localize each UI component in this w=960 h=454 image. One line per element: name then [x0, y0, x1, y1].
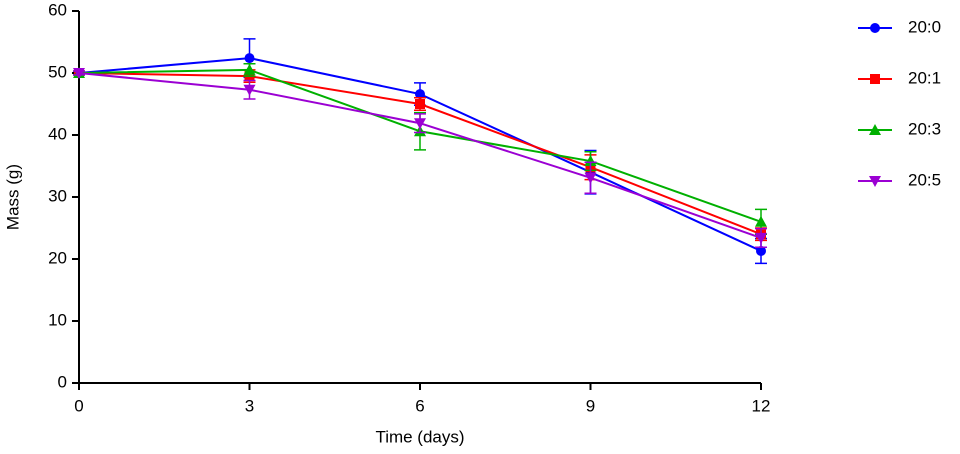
marker [73, 68, 85, 79]
y-axis-label: Mass (g) [3, 164, 22, 230]
y-tick-label: 20 [48, 248, 67, 267]
x-tick-label: 3 [245, 396, 254, 415]
marker [584, 172, 597, 184]
marker [584, 155, 597, 167]
marker [870, 23, 880, 33]
x-axis-label: Time (days) [375, 427, 464, 446]
y-tick-label: 40 [48, 124, 67, 143]
legend-label: 20:5 [908, 170, 941, 189]
marker [869, 124, 881, 135]
y-tick-label: 30 [48, 186, 67, 205]
y-tick-label: 10 [48, 310, 67, 329]
marker [755, 232, 767, 244]
x-tick-label: 9 [586, 396, 595, 415]
marker [244, 53, 255, 64]
marker [415, 89, 425, 100]
legend-label: 20:0 [908, 17, 941, 36]
marker [756, 245, 766, 256]
marker [869, 176, 881, 187]
marker [243, 63, 256, 75]
x-tick-label: 6 [415, 396, 424, 415]
y-tick-label: 0 [58, 372, 67, 391]
marker [414, 118, 426, 130]
y-tick-label: 50 [48, 62, 67, 81]
x-tick-label: 0 [74, 396, 83, 415]
legend-label: 20:1 [908, 68, 941, 87]
marker [415, 99, 425, 109]
marker [755, 215, 767, 227]
x-tick-label: 12 [752, 396, 771, 415]
y-tick-label: 60 [48, 0, 67, 19]
marker [243, 84, 256, 96]
legend-label: 20:3 [908, 119, 941, 138]
marker [870, 74, 880, 84]
